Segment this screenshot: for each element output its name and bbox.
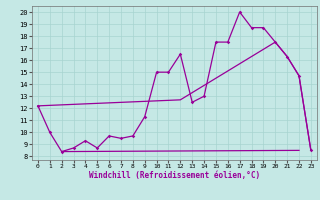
X-axis label: Windchill (Refroidissement éolien,°C): Windchill (Refroidissement éolien,°C) — [89, 171, 260, 180]
